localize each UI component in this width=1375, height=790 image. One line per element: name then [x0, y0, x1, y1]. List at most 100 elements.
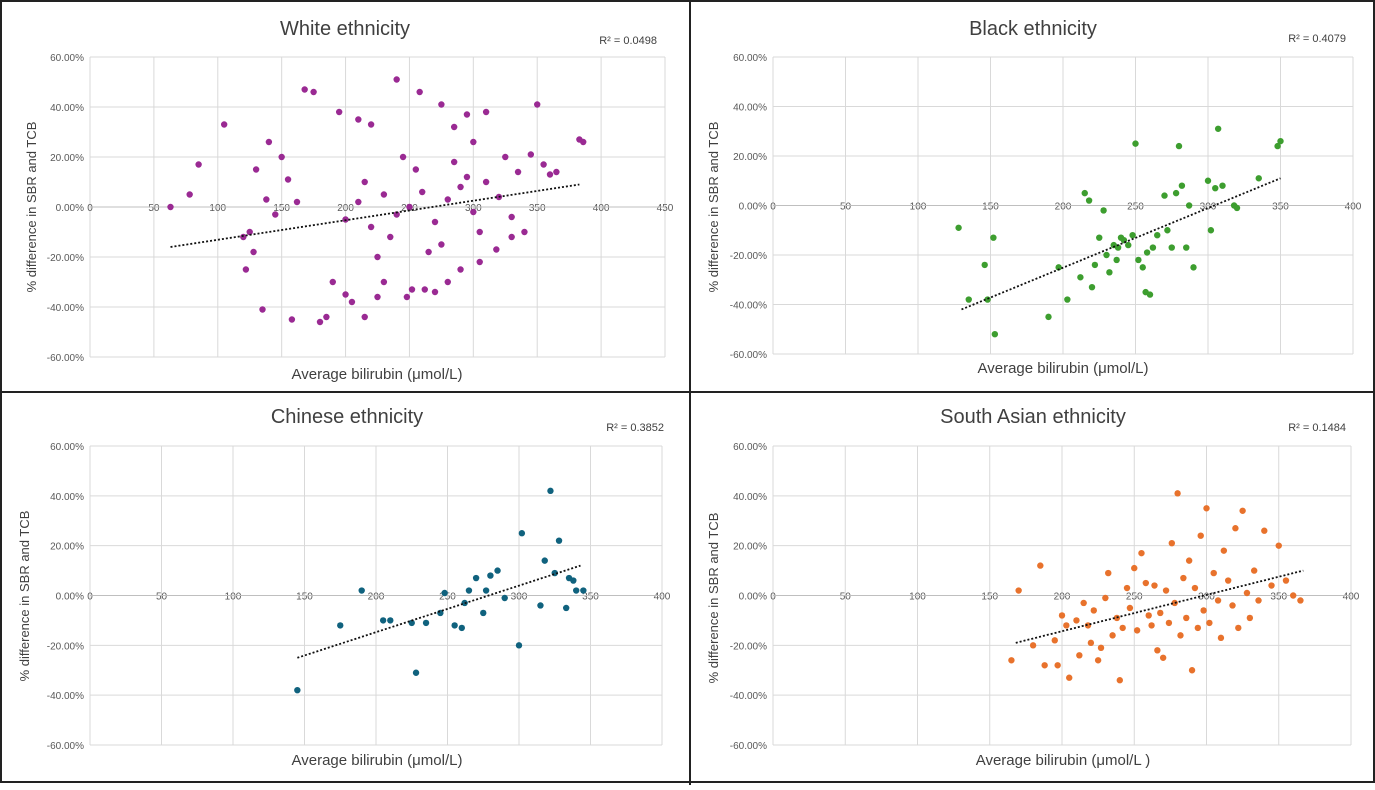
- data-point: [1297, 597, 1304, 604]
- data-point: [374, 253, 381, 261]
- data-point: [570, 577, 577, 584]
- data-point: [1041, 662, 1048, 669]
- data-point: [981, 261, 988, 269]
- data-point: [272, 211, 279, 218]
- data-point: [508, 213, 515, 221]
- x-tick-label: 400: [593, 203, 610, 214]
- data-point: [1185, 557, 1193, 564]
- data-point: [1250, 567, 1258, 574]
- data-point: [342, 291, 349, 298]
- data-point: [1183, 614, 1190, 622]
- data-point: [399, 153, 407, 161]
- r-squared-label: R² = 0.3852: [606, 422, 664, 434]
- data-point: [1119, 624, 1126, 632]
- chart-title: Chinese ethnicity: [271, 406, 423, 428]
- data-point: [1220, 547, 1228, 554]
- data-point: [1214, 125, 1222, 132]
- x-tick-label: 300: [465, 203, 482, 214]
- x-tick-label: 400: [1343, 592, 1360, 603]
- y-tick-label: 20.00%: [50, 542, 84, 553]
- data-point: [438, 241, 445, 248]
- data-point: [1183, 244, 1190, 251]
- data-point: [412, 669, 420, 676]
- y-tick-label: 0.00%: [56, 592, 84, 603]
- x-tick-label: 50: [156, 592, 168, 603]
- data-point: [1123, 584, 1131, 592]
- y-axis-label: % difference in SBR and TCB: [17, 511, 32, 682]
- data-point: [1194, 624, 1202, 632]
- x-tick-label: 0: [770, 592, 776, 603]
- panel-black: Black ethnicity R² = 0.4079 Average bili…: [691, 2, 1375, 391]
- data-point: [361, 178, 368, 186]
- data-point: [1217, 634, 1225, 642]
- trendline: [1015, 569, 1304, 644]
- data-point: [1129, 232, 1136, 239]
- data-point: [1149, 244, 1157, 251]
- y-tick-label: 60.00%: [733, 53, 767, 64]
- x-tick-label: 250: [1126, 592, 1143, 603]
- x-tick-label: 100: [225, 592, 242, 603]
- data-point: [1233, 204, 1241, 212]
- data-point: [1197, 532, 1204, 539]
- data-point: [1229, 602, 1236, 609]
- data-point: [250, 248, 257, 256]
- chart-title: South Asian ethnicity: [940, 406, 1126, 428]
- data-point: [1148, 622, 1155, 629]
- plot-area: 05010015020025030035040045060.00%40.00%2…: [47, 53, 674, 364]
- data-point: [263, 196, 270, 203]
- data-point: [1171, 599, 1178, 607]
- data-point: [1224, 577, 1232, 584]
- x-tick-label: 150: [982, 202, 999, 213]
- data-point: [1063, 622, 1070, 629]
- x-tick-label: 50: [148, 203, 160, 214]
- y-tick-label: -60.00%: [730, 350, 767, 361]
- x-tick-label: 300: [1200, 202, 1217, 213]
- data-point: [1255, 597, 1262, 604]
- data-point: [493, 246, 500, 253]
- scatter-chart-black: Black ethnicity R² = 0.4079 Average bili…: [706, 18, 1362, 377]
- x-tick-label: 300: [511, 592, 528, 603]
- data-point: [1178, 182, 1186, 189]
- x-axis-label: Average bilirubin (μmol/L): [292, 752, 463, 769]
- chart-title: White ethnicity: [280, 18, 410, 40]
- data-point: [1094, 657, 1102, 664]
- data-point: [393, 76, 400, 83]
- data-point: [374, 293, 381, 301]
- data-point: [1143, 249, 1151, 256]
- data-point: [487, 572, 494, 579]
- y-tick-label: -20.00%: [47, 641, 84, 652]
- data-point: [278, 153, 285, 161]
- data-point: [438, 101, 445, 108]
- data-point: [335, 108, 343, 116]
- data-point: [323, 313, 330, 321]
- x-axis-label: Average bilirubin (μmol/L): [292, 366, 463, 383]
- data-point: [1164, 227, 1171, 234]
- y-tick-label: -60.00%: [730, 741, 767, 752]
- data-point: [379, 617, 387, 624]
- y-tick-label: -40.00%: [730, 691, 767, 702]
- plot-area: 0 50 100 150 200 250 300 350 400 60.00% 40.00% 20.0…: [47, 442, 671, 752]
- data-point: [1180, 574, 1187, 582]
- data-point: [444, 196, 451, 203]
- data-point: [555, 537, 563, 544]
- data-point: [1161, 192, 1168, 199]
- data-point: [470, 208, 477, 216]
- data-point: [1113, 256, 1120, 264]
- data-point: [329, 278, 336, 286]
- data-point: [470, 138, 477, 146]
- y-tick-label: -40.00%: [730, 301, 767, 312]
- data-point: [406, 203, 413, 211]
- r-squared-label: R² = 0.0498: [599, 35, 657, 47]
- data-point: [416, 88, 423, 96]
- data-point: [293, 198, 301, 206]
- data-point: [508, 233, 515, 241]
- data-point: [1055, 264, 1062, 271]
- data-point: [242, 266, 250, 273]
- data-point: [547, 487, 554, 495]
- x-tick-label: 50: [840, 202, 852, 213]
- data-point: [1214, 597, 1222, 604]
- data-point: [1282, 577, 1290, 584]
- data-point: [265, 138, 273, 146]
- data-point: [476, 228, 483, 236]
- y-axis-label: % difference in SBR and TCB: [24, 122, 39, 293]
